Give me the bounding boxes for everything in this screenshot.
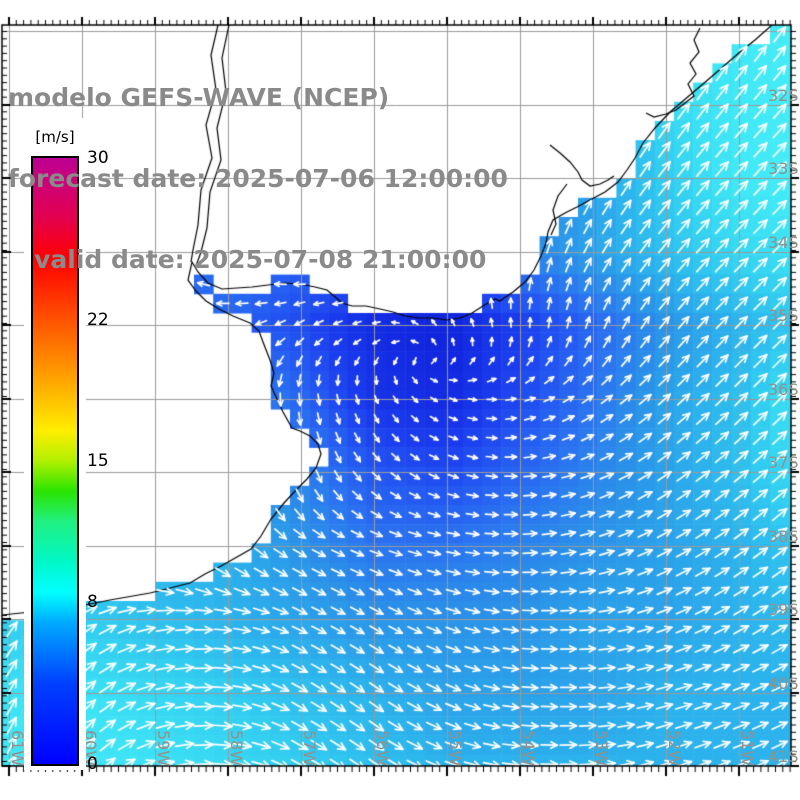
model-title: modelo GEFS-WAVE (NCEP)	[8, 83, 390, 112]
valid-date: valid date: 2025-07-08 21:00:00	[8, 245, 487, 274]
map-title-block: modelo GEFS-WAVE (NCEP) forecast date: 2…	[8, 30, 508, 327]
colorbar-gradient	[31, 156, 79, 766]
colorbar-unit-label: [m/s]	[35, 128, 75, 146]
forecast-date: forecast date: 2025-07-06 12:00:00	[8, 164, 508, 193]
colorbar: [m/s]	[24, 118, 86, 770]
